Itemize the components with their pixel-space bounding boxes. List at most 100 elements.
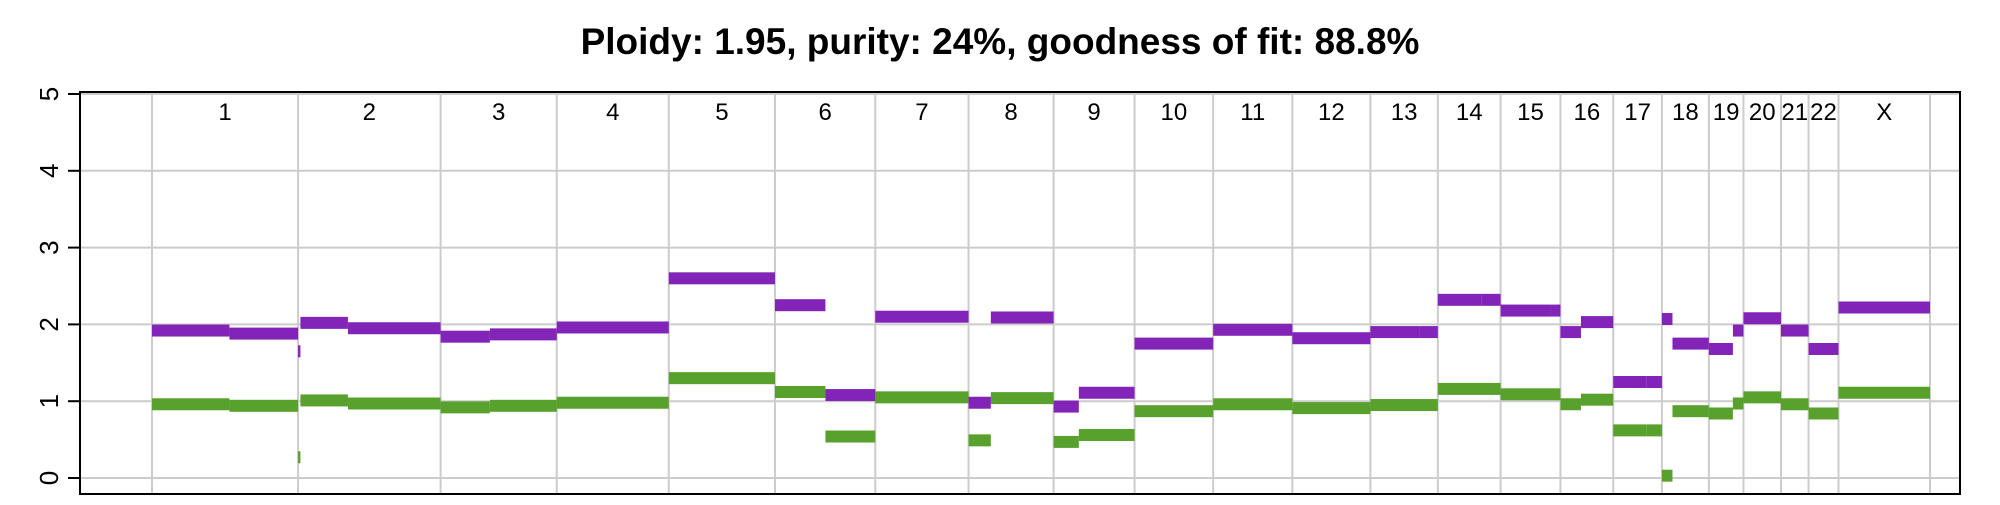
y-tick-label: 2 (34, 317, 64, 331)
major-cn-segment (990, 311, 1054, 324)
chromosome-label: 18 (1672, 99, 1699, 126)
minor-cn-segment (1053, 435, 1079, 448)
major-cn-segment (1732, 324, 1744, 337)
major-cn-segment (1134, 337, 1214, 350)
major-cn-segment (968, 396, 991, 409)
major-cn-segment (1672, 337, 1709, 350)
major-cn-segment (875, 310, 969, 323)
chromosome-label: 10 (1161, 99, 1188, 126)
minor-cn-segment (1580, 393, 1614, 406)
minor-cn-segment (774, 385, 826, 398)
minor-cn-segment (1437, 382, 1501, 395)
y-tick-label: 4 (34, 164, 64, 178)
major-cn-segment (1419, 326, 1438, 339)
major-cn-segment (347, 322, 441, 335)
chromosome-label: 4 (606, 99, 619, 126)
minor-cn-segment (1708, 407, 1733, 420)
y-tick-label: 5 (34, 87, 64, 101)
chromosome-label: 8 (1004, 99, 1017, 126)
minor-cn-segment (152, 398, 230, 411)
chromosome-label: 2 (363, 99, 376, 126)
chromosome-label: 15 (1517, 99, 1544, 126)
major-cn-segment (1053, 400, 1079, 413)
grid-layer (80, 92, 1960, 494)
major-cn-segment (1292, 332, 1371, 345)
major-cn-segment (825, 389, 876, 402)
major-cn-segment (1781, 324, 1809, 337)
major-cn-segment (1213, 323, 1293, 336)
chromosome-label: 22 (1810, 99, 1837, 126)
plot-frame (79, 91, 1961, 495)
minor-cn-segment (1213, 398, 1293, 411)
major-cn-segment (1661, 313, 1673, 326)
major-cn-segment (298, 345, 301, 358)
y-tick-label: 1 (34, 394, 64, 408)
chromosome-label: 19 (1713, 99, 1740, 126)
major-cn-segment (1500, 304, 1551, 317)
minor-cn-segment (440, 401, 490, 414)
major-cn-segment (1078, 386, 1135, 399)
y-tick-label: 3 (34, 240, 64, 254)
major-cn-segment (300, 316, 348, 329)
major-cn-segment (152, 324, 230, 337)
chromosome-label: 1 (218, 99, 231, 126)
minor-cn-segment (1661, 469, 1673, 482)
minor-cn-segment (347, 397, 441, 410)
minor-cn-segment (1292, 402, 1371, 415)
minor-cn-segment (1078, 428, 1135, 441)
major-cn-segment (1808, 342, 1839, 355)
minor-cn-segment (968, 434, 991, 447)
major-cn-segment (1646, 376, 1662, 388)
major-cn-segment (1550, 304, 1561, 317)
major-cn-segment (1838, 301, 1930, 314)
major-cn-segment (1743, 312, 1782, 325)
minor-cn-segment (1560, 398, 1581, 411)
minor-cn-segment (668, 372, 775, 385)
chromosome-label: 6 (818, 99, 831, 126)
chromosome-labels: 1 2 3 4 5 6 7 8 9 10 11 12 13 14 15 16 17 18 19 20 21 22 X (218, 99, 1892, 126)
major-cn-segment (774, 299, 826, 312)
major-cn-segment (229, 327, 299, 340)
minor-cn-segment (1838, 386, 1930, 399)
major-cn-segment (1370, 326, 1420, 339)
y-tick-label: 0 (34, 471, 64, 485)
y-axis: 0 1 2 3 4 5 (34, 87, 80, 485)
segments-layer (152, 272, 1930, 482)
chromosome-label: 12 (1318, 99, 1345, 126)
major-cn-segment (1560, 326, 1581, 339)
major-cn-segment (668, 272, 775, 285)
minor-cn-segment (1732, 397, 1744, 410)
minor-cn-segment (298, 451, 301, 464)
minor-cn-segment (300, 394, 348, 407)
chromosome-label: 17 (1624, 99, 1651, 126)
minor-cn-segment (556, 396, 669, 409)
chromosome-label: 3 (492, 99, 505, 126)
chromosome-label: 7 (915, 99, 928, 126)
chart-title: Ploidy: 1.95, purity: 24%, goodness of f… (581, 21, 1420, 62)
minor-cn-segment (1370, 399, 1438, 412)
chromosome-label: 9 (1087, 99, 1100, 126)
major-cn-segment (440, 330, 490, 343)
chromosome-label: 16 (1573, 99, 1600, 126)
chromosome-label: 14 (1456, 99, 1483, 126)
minor-cn-segment (1808, 407, 1839, 420)
minor-cn-segment (229, 399, 299, 412)
chromosome-label: 13 (1391, 99, 1418, 126)
minor-cn-segment (875, 391, 969, 404)
major-cn-segment (1708, 342, 1733, 355)
chromosome-label: 11 (1240, 99, 1265, 126)
major-cn-segment (1613, 376, 1647, 388)
minor-cn-segment (1134, 405, 1214, 418)
major-cn-segment (556, 321, 669, 334)
minor-cn-segment (1781, 398, 1809, 411)
major-cn-segment (1437, 293, 1482, 306)
chromosome-label: X (1876, 99, 1892, 126)
major-cn-segment (489, 328, 557, 341)
chromosome-label: 21 (1781, 99, 1808, 126)
minor-cn-segment (990, 392, 1054, 405)
minor-cn-segment (1613, 424, 1647, 437)
minor-cn-segment (489, 399, 557, 412)
minor-cn-segment (1743, 391, 1782, 404)
